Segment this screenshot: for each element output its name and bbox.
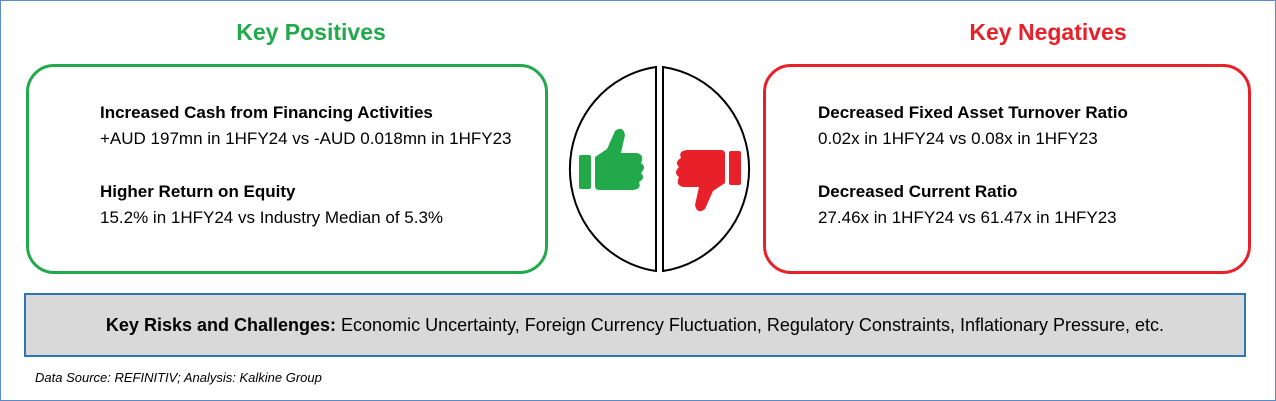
thumbs-down-icon xyxy=(676,150,741,212)
thumbs-up-icon xyxy=(579,128,644,190)
negatives-title: Key Negatives xyxy=(969,19,1127,45)
item-detail: 27.46x in 1HFY24 vs 61.47x in 1HFY23 xyxy=(818,208,1117,227)
risks-box: Key Risks and Challenges: Economic Uncer… xyxy=(24,293,1246,357)
risks-label: Key Risks and Challenges: xyxy=(105,314,337,335)
item-detail: +AUD 197mn in 1HFY24 vs -AUD 0.018mn in … xyxy=(100,129,512,148)
positive-item: Increased Cash from Financing Activities… xyxy=(100,100,512,152)
negatives-box: Decreased Fixed Asset Turnover Ratio 0.0… xyxy=(763,64,1251,274)
item-heading: Higher Return on Equity xyxy=(100,182,296,201)
negative-item: Decreased Current Ratio 27.46x in 1HFY24… xyxy=(818,179,1117,231)
item-detail: 15.2% in 1HFY24 vs Industry Median of 5.… xyxy=(100,208,444,227)
risks-text: Economic Uncertainty, Foreign Currency F… xyxy=(341,314,1165,335)
positives-title: Key Positives xyxy=(236,19,386,45)
positives-box: Increased Cash from Financing Activities… xyxy=(26,64,548,274)
item-heading: Decreased Current Ratio xyxy=(818,182,1018,201)
item-detail: 0.02x in 1HFY24 vs 0.08x in 1HFY23 xyxy=(818,129,1098,148)
item-heading: Increased Cash from Financing Activities xyxy=(100,103,433,122)
source-note: Data Source: REFINITIV; Analysis: Kalkin… xyxy=(35,370,322,385)
item-heading: Decreased Fixed Asset Turnover Ratio xyxy=(818,103,1128,122)
positive-item: Higher Return on Equity 15.2% in 1HFY24 … xyxy=(100,179,443,231)
negative-item: Decreased Fixed Asset Turnover Ratio 0.0… xyxy=(818,100,1128,152)
